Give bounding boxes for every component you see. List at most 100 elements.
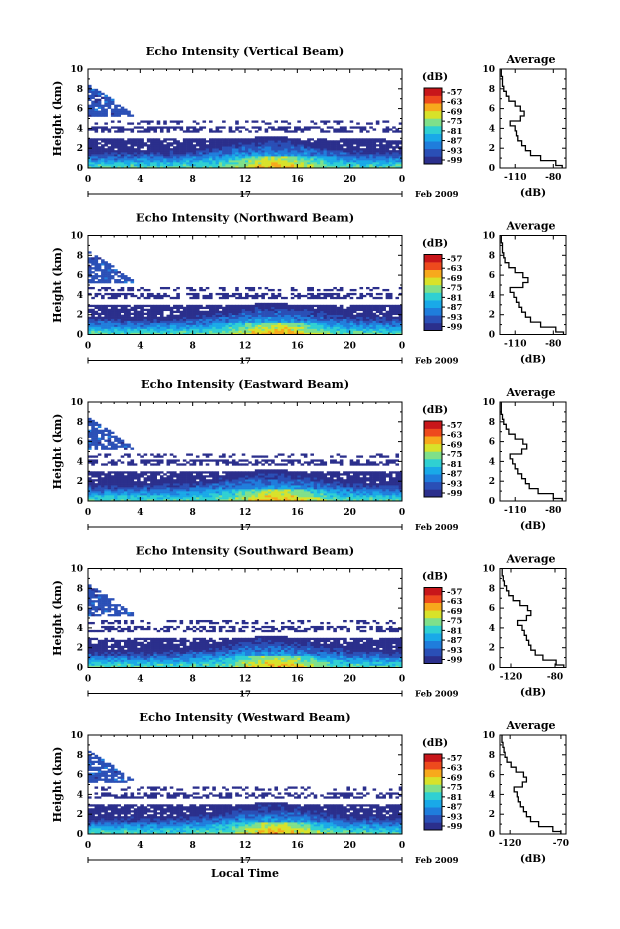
heatmap-cell [94,104,99,107]
heatmap-cell [349,156,354,159]
heatmap-cell [231,330,236,333]
heatmap-cell [274,485,279,488]
heatmap-cell [215,138,220,141]
heatmap-cell [385,288,390,292]
heatmap-cell [140,471,144,474]
heatmap-cell [101,477,105,480]
heatmap-cell [284,332,288,335]
heatmap-cell [310,162,314,165]
heatmap-cell [316,324,321,327]
heatmap-cell [199,495,203,498]
heatmap-cell [267,463,272,466]
heatmap-cell [218,328,223,331]
heatmap-cell [209,162,213,165]
heatmap-cell [225,483,229,486]
y-axis-label: Height (km) [51,81,64,157]
heatmap-cell [284,495,288,498]
heatmap-cell [117,142,122,145]
heatmap-cell [352,328,357,331]
heatmap-cell [117,152,122,155]
heatmap-cell [362,310,367,314]
heatmap-cell [199,138,203,141]
heatmap-cell [133,493,138,496]
heatmap-cell [277,471,282,474]
heatmap-cell [143,459,148,462]
heatmap-cell [235,320,239,323]
heatmap-cell [107,332,112,335]
heatmap-cell [166,459,171,462]
heatmap-cell [258,154,262,157]
heatmap-cell [258,322,262,325]
heatmap-cell [280,304,285,308]
heatmap-cell [310,126,314,129]
heatmap-cell [97,493,102,496]
heatmap-cell [192,140,197,143]
heatmap-cell [343,312,347,315]
heatmap-cell [117,445,122,448]
heatmap-cell [104,96,108,99]
heatmap-cell [114,164,118,167]
heatmap-cell [388,166,393,169]
heatmap-cell [150,126,154,129]
heatmap-cell [245,322,249,325]
heatmap-cell [173,483,177,486]
heatmap-cell [366,146,370,149]
heatmap-cell [254,324,259,327]
heatmap-cell [254,144,259,147]
heatmap-cell [192,475,197,478]
heatmap-cell [199,288,203,292]
heatmap-cell [241,332,246,335]
heatmap-cell [120,126,125,129]
heatmap-cell [392,320,396,323]
heatmap-cell [274,491,279,494]
heatmap-cell [104,269,108,272]
heatmap-cell [284,489,288,492]
heatmap-cell [114,487,118,490]
heatmap-cell [267,479,272,482]
heatmap-cell [169,306,174,310]
heatmap-cell [313,160,318,163]
heatmap-cell [323,122,328,125]
heatmap-cell [369,306,373,310]
heatmap-cell [159,324,164,327]
heatmap-cell [346,130,350,133]
heatmap-cell [316,326,321,329]
heatmap-cell [238,320,243,323]
heatmap-cell [323,326,328,329]
heatmap-cell [166,158,171,161]
heatmap-cell [258,326,262,329]
heatmap-cell [110,461,115,464]
heatmap-cell [231,160,236,163]
heatmap-cell [156,471,161,474]
y-tick-label: 8 [77,85,83,95]
heatmap-cell [97,332,102,335]
heatmap-cell [313,308,318,312]
heatmap-cell [225,495,229,498]
heatmap-cell [369,164,373,167]
heatmap-cell [130,114,135,117]
heatmap-cell [133,306,138,310]
heatmap-cell [271,154,275,157]
heatmap-cell [248,324,252,327]
heatmap-cell [264,471,269,474]
heatmap-cell [267,146,272,149]
heatmap-cell [117,294,122,298]
panel-1: Echo Intensity (Vertical Beam)0246810Hei… [51,44,567,200]
colorbar-band [424,307,442,316]
heatmap-cell [248,332,252,335]
heatmap-cell [173,128,177,131]
heatmap-cell [114,126,118,129]
heatmap-cell [290,146,295,149]
heatmap-cell [320,142,324,145]
heatmap-cell [258,128,262,131]
heatmap-cell [189,138,193,141]
heatmap-cell [271,483,275,486]
heatmap-cell [133,471,138,474]
heatmap-cell [362,316,367,319]
heatmap-cell [379,324,383,327]
heatmap-cell [110,146,115,149]
heatmap-cell [300,499,305,502]
heatmap-cell [245,160,249,163]
heatmap-cell [235,328,239,331]
heatmap-cell [110,477,115,480]
